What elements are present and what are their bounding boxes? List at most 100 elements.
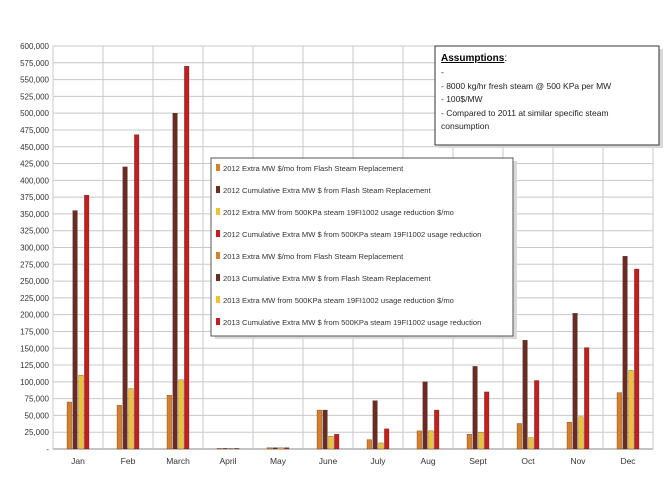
bar — [272, 447, 278, 450]
bar — [516, 423, 522, 450]
assumption-line-0: - — [441, 67, 444, 77]
y-tick-label: 100,000 — [20, 378, 49, 387]
x-tick-label: Dec — [620, 456, 636, 466]
bar — [216, 448, 222, 450]
legend-label: 2012 Cumulative Extra MW $ from 500KPa s… — [223, 230, 481, 239]
bar — [228, 448, 234, 450]
y-tick-label: 375,000 — [20, 193, 49, 202]
y-tick-label: - — [46, 445, 49, 454]
legend-frame — [210, 157, 514, 337]
bar — [322, 409, 328, 450]
legend: 2012 Extra MW $/mo from Flash Steam Repl… — [210, 157, 517, 339]
y-tick-label: 175,000 — [20, 327, 49, 336]
y-tick-label: 475,000 — [20, 126, 49, 135]
bar — [466, 434, 472, 450]
x-tick-label: March — [166, 456, 190, 466]
legend-label: 2012 Extra MW $/mo from Flash Steam Repl… — [223, 164, 404, 173]
bar — [372, 400, 378, 450]
y-tick-label: 500,000 — [20, 109, 49, 118]
y-tick-label: 525,000 — [20, 92, 49, 101]
bar — [472, 366, 478, 450]
x-tick-label: Sept — [469, 456, 487, 466]
legend-swatch — [216, 230, 220, 237]
legend-swatch — [216, 164, 220, 171]
assumptions-title: Assumptions — [441, 53, 505, 64]
bar — [478, 432, 484, 450]
bar — [116, 405, 122, 450]
bar — [72, 210, 78, 450]
assumption-line-4: consumption — [441, 121, 489, 131]
bar — [622, 256, 628, 450]
legend-label: 2012 Extra MW from 500KPa steam 19FI1002… — [223, 208, 454, 217]
bar — [634, 268, 640, 450]
bar — [222, 448, 228, 450]
bar — [278, 447, 284, 450]
assumptions-title-suffix: : — [504, 53, 507, 64]
y-axis-tick-labels: - 25,000 50,000 75,000 100,000 125,000 150,000… — [20, 42, 49, 454]
bar — [378, 442, 384, 450]
bar — [628, 370, 634, 450]
y-tick-label: 150,000 — [20, 344, 49, 353]
bar-layer — [66, 66, 640, 450]
x-tick-label: Jan — [71, 456, 85, 466]
bar — [484, 391, 490, 450]
legend-label: 2013 Cumulative Extra MW $ from 500KPa s… — [223, 318, 481, 327]
x-tick-label: July — [370, 456, 386, 466]
bar — [266, 447, 272, 450]
y-tick-label: 75,000 — [25, 395, 50, 404]
assumptions-box-frame — [434, 45, 660, 146]
bar — [572, 313, 578, 450]
bar — [616, 392, 622, 450]
y-tick-label: 300,000 — [20, 244, 49, 253]
x-axis-tick-labels: Jan Feb March April May June July Aug Sept Oct Nov… — [71, 456, 636, 466]
bar — [328, 436, 334, 450]
bar — [334, 434, 340, 450]
x-tick-label: Nov — [570, 456, 586, 466]
y-tick-label: 200,000 — [20, 311, 49, 320]
assumptions-title-line: Assumptions: — [441, 53, 507, 64]
bar — [166, 395, 172, 450]
y-tick-label: 250,000 — [20, 277, 49, 286]
bar — [316, 409, 322, 450]
bar — [122, 166, 128, 450]
x-tick-label: Feb — [121, 456, 136, 466]
y-tick-label: 575,000 — [20, 59, 49, 68]
legend-label: 2013 Extra MW $/mo from Flash Steam Repl… — [223, 252, 404, 261]
bar — [178, 379, 184, 450]
legend-label: 2013 Cumulative Extra MW $ from Flash St… — [223, 274, 432, 283]
bar — [184, 66, 190, 450]
bar — [366, 439, 372, 450]
assumption-line-2: - 100$/MW — [441, 94, 483, 104]
y-tick-label: 600,000 — [20, 42, 49, 51]
assumptions-box: Assumptions: - - 8000 kg/hr fresh steam … — [434, 45, 663, 148]
assumption-line-1: - 8000 kg/hr fresh steam @ 500 KPa per M… — [441, 81, 611, 91]
y-tick-label: 550,000 — [20, 76, 49, 85]
bar — [522, 340, 528, 450]
legend-swatch — [216, 186, 220, 193]
y-tick-label: 400,000 — [20, 176, 49, 185]
bar — [284, 447, 290, 450]
y-tick-label: 325,000 — [20, 227, 49, 236]
bar — [566, 421, 572, 450]
x-tick-label: June — [319, 456, 338, 466]
bar — [134, 134, 140, 450]
bar — [584, 347, 590, 450]
x-tick-label: May — [270, 456, 287, 466]
x-tick-label: Oct — [521, 456, 535, 466]
y-tick-label: 225,000 — [20, 294, 49, 303]
bar — [434, 409, 440, 450]
bar — [578, 416, 584, 450]
bar — [422, 381, 428, 450]
y-tick-label: 350,000 — [20, 210, 49, 219]
y-tick-label: 50,000 — [25, 411, 50, 420]
bar — [128, 388, 134, 450]
assumption-line-3: - Compared to 2011 at similar specific s… — [441, 108, 609, 118]
bar — [172, 113, 178, 450]
bar — [66, 401, 72, 450]
bar — [78, 374, 84, 450]
y-tick-label: 450,000 — [20, 143, 49, 152]
bar — [384, 428, 390, 450]
legend-swatch — [216, 252, 220, 259]
legend-swatch — [216, 318, 220, 325]
